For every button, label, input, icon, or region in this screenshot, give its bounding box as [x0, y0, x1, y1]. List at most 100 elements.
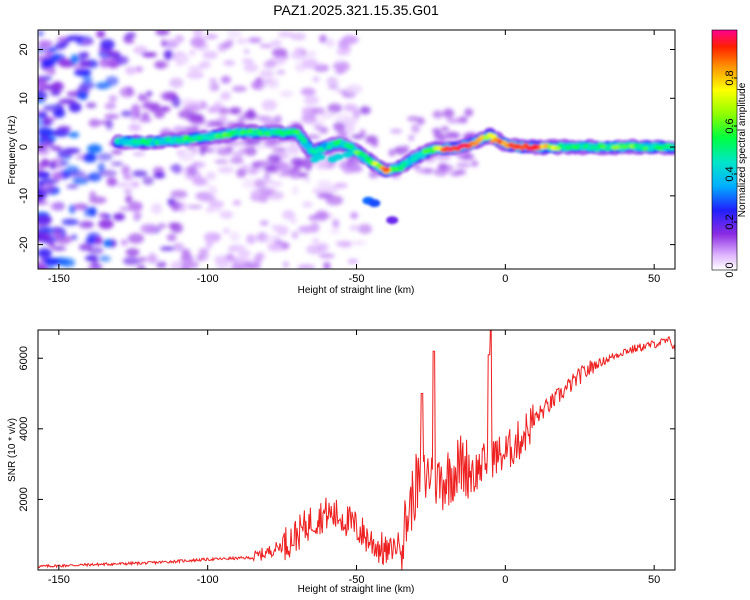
noise-blob: [163, 49, 174, 60]
noise-blob: [214, 159, 229, 164]
noise-blob: [332, 219, 340, 228]
noise-blob: [316, 242, 329, 253]
noise-blob: [50, 202, 65, 211]
noise-blob: [38, 233, 46, 242]
colorbar-gradient: [711, 29, 738, 271]
noise-blob: [108, 95, 118, 103]
colorbar-tick-label: 0.2: [724, 214, 736, 229]
x-tick-label: 50: [648, 574, 660, 586]
noise-blob: [50, 158, 67, 169]
noise-blob: [276, 225, 289, 236]
colorbar-tick-label: 0.6: [724, 118, 736, 133]
noise-blob: [306, 50, 317, 58]
noise-blob: [312, 76, 320, 83]
noise-blob: [229, 108, 240, 114]
spectrogram-xlabel: Height of straight line (km): [298, 285, 415, 296]
noise-blob: [243, 49, 250, 54]
ridge-hotspot: [513, 143, 522, 148]
noise-blob: [206, 207, 214, 213]
noise-blob: [301, 114, 317, 124]
noise-blob: [104, 102, 117, 110]
noise-blob: [172, 163, 182, 174]
noise-blob: [471, 160, 479, 167]
noise-blob: [255, 115, 267, 121]
noise-blob: [191, 148, 199, 155]
noise-blob: [318, 253, 335, 259]
noise-blob: [343, 103, 358, 112]
noise-blob: [199, 196, 217, 202]
noise-blob: [351, 240, 367, 246]
noise-blob: [181, 265, 191, 269]
noise-blob: [229, 244, 246, 252]
noise-blob: [153, 172, 166, 179]
noise-blob: [272, 56, 286, 65]
noise-blob: [299, 172, 309, 178]
noise-blob: [126, 32, 136, 39]
noise-blob: [333, 121, 345, 132]
noise-blob: [349, 224, 361, 231]
noise-blob: [316, 179, 332, 188]
noise-blob: [270, 39, 282, 48]
noise-blob: [314, 124, 322, 131]
noise-blob: [337, 39, 349, 50]
noise-blob: [151, 203, 163, 214]
noise-blob: [442, 108, 455, 119]
colorbar-tick-label: 0.0: [724, 262, 736, 277]
spectrogram-noise: [38, 30, 479, 269]
noise-blob: [97, 162, 106, 173]
noise-blob: [43, 257, 61, 266]
noise-blob: [262, 234, 278, 245]
noise-blob: [241, 58, 254, 64]
noise-blob: [38, 47, 47, 54]
noise-blob: [192, 30, 204, 38]
noise-blob: [85, 102, 97, 109]
noise-blob: [297, 264, 315, 269]
snr-panel: -150 -100 -50 0 50 2000 4000 6000 Height of str…: [7, 329, 676, 595]
noise-blob: [187, 66, 204, 71]
noise-blob: [220, 75, 231, 84]
noise-blob: [351, 134, 364, 140]
noise-blob: [411, 123, 420, 134]
noise-blob: [347, 258, 359, 264]
noise-blob: [259, 79, 273, 84]
noise-blob: [83, 206, 91, 218]
ridge-mark: [397, 165, 405, 171]
snr-ylabel: SNR (10 * v/v): [7, 418, 18, 482]
x-tick-label: 0: [502, 574, 508, 586]
noise-blob: [323, 261, 331, 269]
noise-blob: [335, 240, 353, 247]
noise-blob: [432, 110, 443, 119]
noise-blob: [68, 102, 82, 113]
noise-blob: [178, 151, 195, 162]
ridge-mark: [300, 137, 308, 144]
x-tick-label: 0: [502, 273, 508, 285]
noise-blob: [38, 264, 48, 269]
noise-blob: [227, 30, 242, 38]
noise-blob: [41, 57, 57, 68]
x-tick-label: -150: [48, 273, 70, 285]
ridge-hotspot: [441, 148, 450, 152]
noise-blob: [254, 179, 267, 189]
spectrogram-ridge: [111, 124, 675, 225]
noise-blob: [88, 118, 101, 128]
noise-blob: [115, 182, 132, 187]
noise-blob: [66, 184, 79, 189]
noise-blob: [125, 66, 137, 75]
noise-blob: [290, 166, 299, 173]
noise-blob: [138, 117, 152, 123]
noise-blob: [173, 242, 184, 252]
noise-blob: [89, 190, 97, 200]
noise-blob: [190, 36, 206, 48]
noise-blob: [327, 103, 343, 113]
noise-blob: [180, 254, 194, 263]
noise-blob: [192, 161, 206, 169]
noise-blob: [88, 206, 97, 217]
noise-blob: [59, 160, 70, 166]
y-tick-label: 0: [18, 144, 30, 150]
noise-blob: [66, 35, 84, 41]
noise-blob: [76, 52, 85, 63]
noise-blob: [290, 32, 307, 41]
noise-blob: [132, 151, 146, 156]
ridge-mark: [304, 143, 312, 149]
